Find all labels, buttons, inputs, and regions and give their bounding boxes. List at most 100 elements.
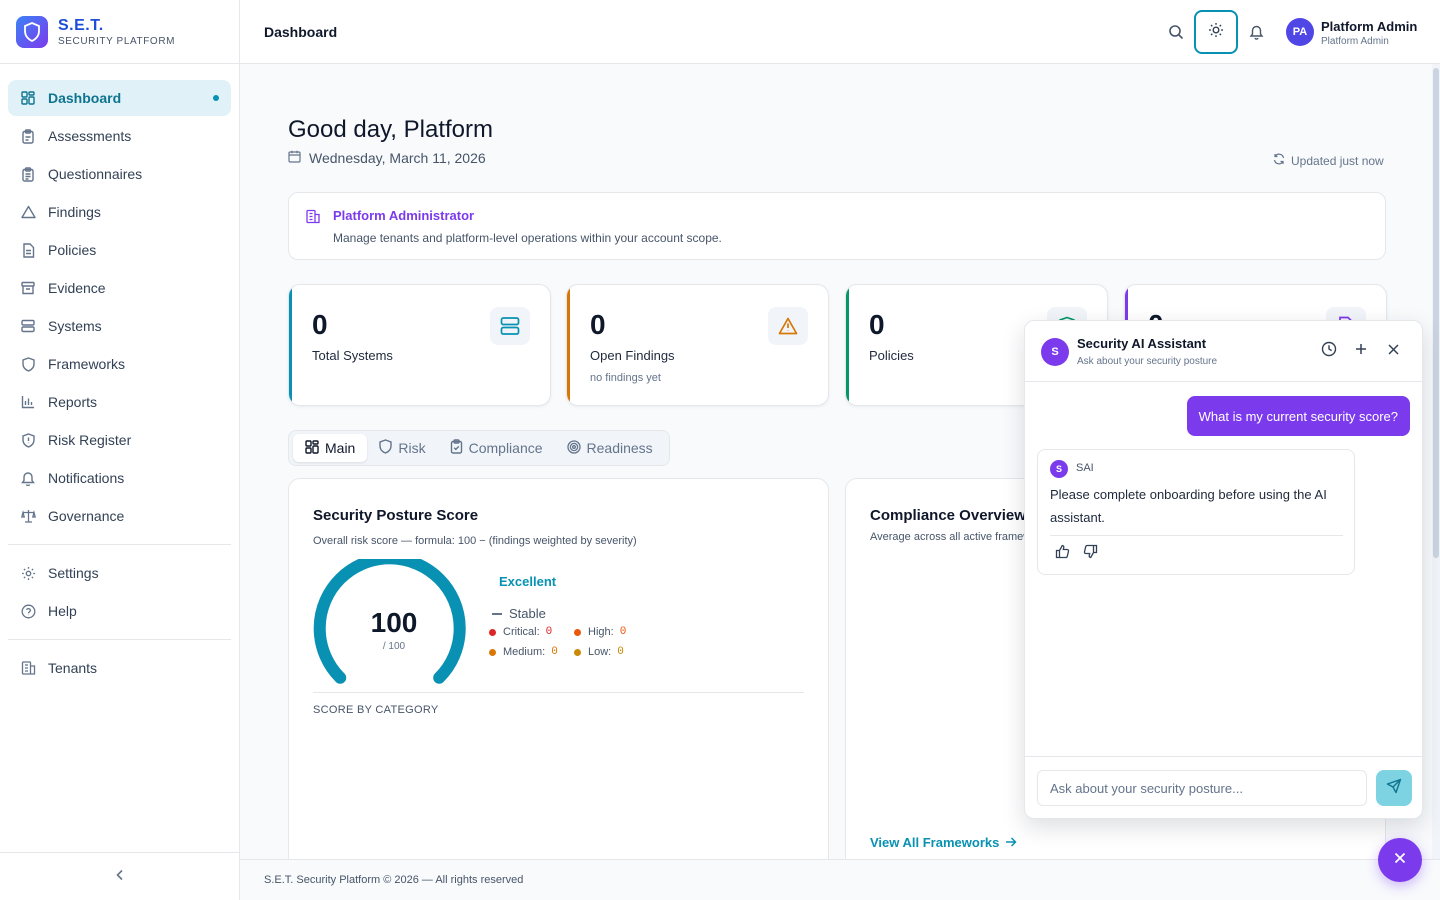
thumbs-up-icon	[1055, 544, 1070, 564]
refresh-status[interactable]: Updated just now	[1273, 153, 1384, 168]
severity-dot	[574, 648, 581, 656]
warning-triangle-icon	[768, 307, 808, 345]
chat-footer	[1025, 756, 1422, 818]
shield-icon	[379, 439, 398, 457]
admin-banner-title: Platform Administrator	[333, 208, 475, 223]
sidebar-item-settings[interactable]: Settings	[8, 555, 231, 591]
sidebar-item-findings[interactable]: Findings	[8, 194, 231, 230]
card-divider	[313, 692, 804, 693]
card-title: Security Posture Score	[313, 507, 479, 524]
greeting-heading: Good day, Platform	[288, 116, 493, 143]
history-button[interactable]	[1319, 341, 1339, 361]
severity-dot	[489, 648, 496, 656]
admin-banner: Platform Administrator Manage tenants an…	[288, 192, 1386, 260]
view-all-frameworks-link[interactable]: View All Frameworks	[870, 835, 1017, 850]
stat-label: Total Systems	[312, 348, 393, 363]
user-name[interactable]: Platform Admin	[1321, 19, 1418, 34]
trend-flat-icon	[492, 612, 502, 615]
stat-value: 0	[869, 309, 885, 340]
send-button[interactable]	[1376, 770, 1412, 806]
stat-label: Policies	[869, 348, 914, 363]
building-icon	[305, 209, 321, 229]
thumbs-down-button[interactable]	[1081, 544, 1099, 563]
clipboard-check-icon	[450, 439, 469, 457]
thumbs-up-button[interactable]	[1053, 544, 1071, 564]
card-subtitle: Overall risk score — formula: 100 − (fin…	[313, 535, 637, 547]
sidebar-item-evidence[interactable]: Evidence	[8, 270, 231, 306]
sidebar-item-risk-register[interactable]: Risk Register	[8, 422, 231, 458]
bar-chart-icon	[20, 394, 36, 410]
card-subtitle: Average across all active frameworks	[870, 531, 1052, 543]
score-trend: Stable	[492, 606, 546, 621]
current-date: Wednesday, March 11, 2026	[288, 150, 486, 166]
severity-count: 0	[617, 646, 624, 658]
sidebar-item-label: Governance	[48, 508, 125, 524]
sidebar-item-governance[interactable]: Governance	[8, 498, 231, 534]
warning-triangle-icon	[20, 204, 36, 220]
user-message: What is my current security score?	[1186, 396, 1410, 436]
tab-risk[interactable]: Risk	[367, 434, 437, 462]
clock-icon	[1321, 341, 1337, 362]
shield-logo-icon	[16, 15, 48, 48]
severity-label: High:	[588, 626, 614, 638]
scrollbar-thumb[interactable]	[1433, 68, 1439, 558]
close-chat-button[interactable]	[1383, 341, 1403, 361]
tab-main[interactable]: Main	[293, 434, 368, 462]
severity-high: High: 0	[574, 626, 626, 638]
stat-subtext: no findings yet	[590, 372, 661, 384]
card-title: Compliance Overview	[870, 507, 1026, 524]
help-circle-icon	[20, 603, 36, 619]
severity-dot	[489, 628, 496, 636]
chat-input[interactable]	[1037, 770, 1367, 806]
sidebar-item-notifications[interactable]: Notifications	[8, 460, 231, 496]
date-text: Wednesday, March 11, 2026	[309, 150, 486, 166]
assistant-avatar: S	[1041, 338, 1069, 366]
scale-icon	[20, 508, 36, 524]
search-icon[interactable]	[1164, 20, 1188, 44]
updated-text: Updated just now	[1291, 153, 1384, 168]
footer: S.E.T. Security Platform © 2026 — All ri…	[240, 859, 1440, 900]
theme-toggle-button[interactable]	[1194, 10, 1238, 54]
sidebar-item-reports[interactable]: Reports	[8, 384, 231, 420]
building-icon	[20, 660, 36, 676]
tab-readiness[interactable]: Readiness	[555, 434, 665, 462]
close-assistant-fab[interactable]	[1378, 838, 1422, 882]
sidebar-item-policies[interactable]: Policies	[8, 232, 231, 268]
tab-compliance[interactable]: Compliance	[438, 434, 555, 462]
assistant-message-text: Please complete onboarding before using …	[1050, 487, 1327, 525]
sidebar-item-frameworks[interactable]: Frameworks	[8, 346, 231, 382]
chevron-left-icon	[115, 868, 125, 886]
new-chat-button[interactable]	[1351, 341, 1371, 361]
sidebar-item-help[interactable]: Help	[8, 593, 231, 629]
grid-icon	[305, 439, 325, 457]
brand[interactable]: S.E.T. SECURITY PLATFORM	[0, 0, 239, 64]
nav-divider	[8, 544, 231, 545]
collapse-sidebar-button[interactable]	[0, 852, 239, 900]
tab-label: Risk	[398, 440, 426, 456]
trend-label: Stable	[509, 606, 546, 621]
main-scrollbar[interactable]	[1432, 64, 1440, 859]
bell-icon[interactable]	[1244, 20, 1268, 44]
security-posture-card: Security Posture Score Overall risk scor…	[288, 478, 829, 859]
chat-header: S Security AI Assistant Ask about your s…	[1025, 321, 1422, 382]
severity-critical: Critical: 0	[489, 626, 552, 638]
score-gauge	[313, 559, 466, 684]
close-icon	[1394, 851, 1406, 869]
sidebar-item-questionnaires[interactable]: Questionnaires	[8, 156, 231, 192]
top-header: Dashboard PA Platform Admin Platform Adm…	[240, 0, 1440, 64]
sidebar-item-label: Policies	[48, 242, 97, 258]
assistant-name: SAI	[1076, 462, 1094, 474]
sidebar-item-label: Risk Register	[48, 432, 132, 448]
stat-card-open-findings[interactable]: 0 Open Findings no findings yet	[566, 284, 829, 406]
sidebar-item-assessments[interactable]: Assessments	[8, 118, 231, 154]
severity-label: Medium:	[503, 646, 546, 658]
tab-label: Compliance	[468, 440, 543, 456]
stat-card-total-systems[interactable]: 0 Total Systems	[288, 284, 551, 406]
avatar[interactable]: PA	[1286, 18, 1314, 46]
arrow-right-icon	[999, 835, 1017, 850]
sidebar-item-dashboard[interactable]: Dashboard	[8, 80, 231, 116]
sidebar-item-systems[interactable]: Systems	[8, 308, 231, 344]
gear-icon	[20, 565, 36, 581]
sidebar-nav: Dashboard Assessments Questionnaires Fin…	[0, 64, 239, 686]
sidebar-item-tenants[interactable]: Tenants	[8, 650, 231, 686]
